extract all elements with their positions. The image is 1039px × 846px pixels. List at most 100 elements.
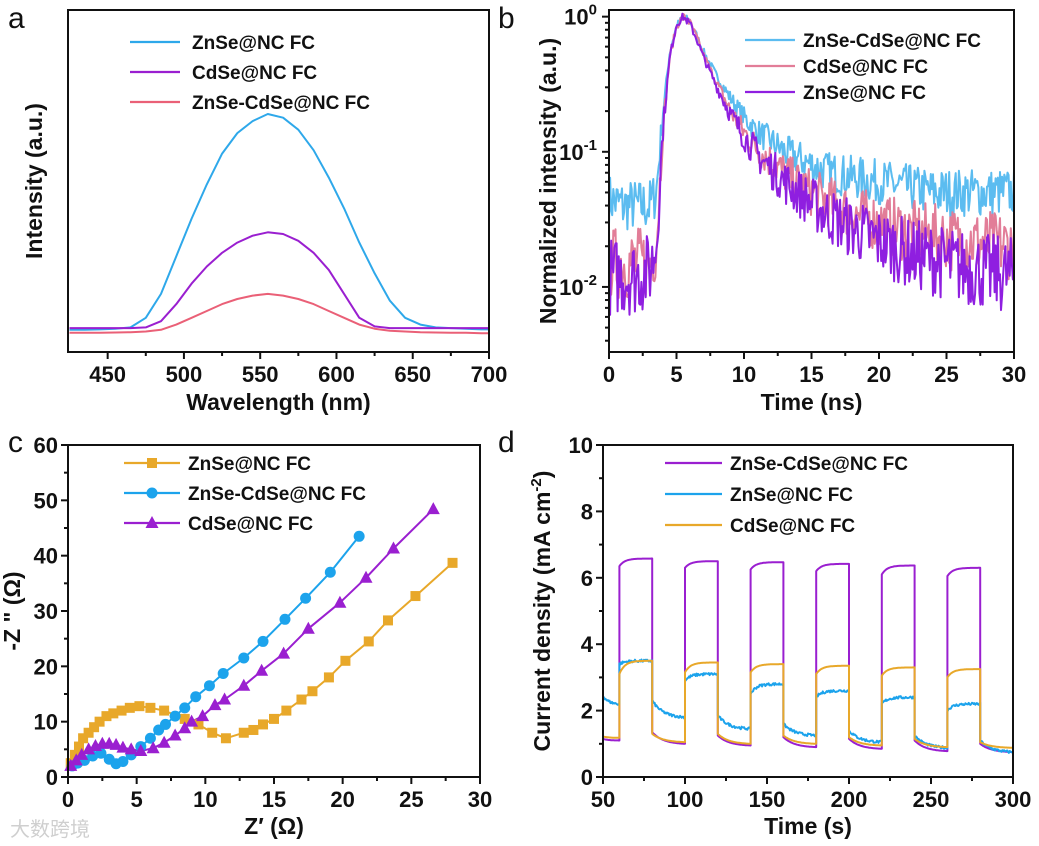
legend-label: ZnSe-CdSe@NC FC xyxy=(188,484,366,505)
triangle-marker xyxy=(109,737,123,750)
square-marker xyxy=(363,636,374,647)
square-marker xyxy=(296,694,307,705)
y-axis-label-part: Current density (mA cm xyxy=(529,492,555,752)
circle-marker xyxy=(144,732,156,744)
panel-letter: a xyxy=(8,2,25,35)
circle-marker xyxy=(300,592,312,604)
x-tick-label: 200 xyxy=(831,787,868,812)
x-tick-label: 25 xyxy=(399,787,423,812)
square-marker xyxy=(78,733,89,744)
square-marker xyxy=(179,713,190,724)
x-tick-label: 20 xyxy=(867,362,891,387)
panel-letter: c xyxy=(8,426,23,459)
triangle-marker xyxy=(145,516,159,528)
square-marker xyxy=(73,741,84,752)
triangle-marker xyxy=(116,740,130,753)
square-marker xyxy=(134,701,145,712)
x-tick-label: 5 xyxy=(131,787,143,812)
circle-marker xyxy=(190,691,202,703)
x-tick-label: 150 xyxy=(749,787,786,812)
panel-d: d 50 100 150 200 250 300 0 2 4 6 8 10 Time (s) Current… xyxy=(498,426,1031,839)
triangle-marker xyxy=(359,570,373,583)
legend-label: CdSe@NC FC xyxy=(188,514,313,535)
triangle-marker xyxy=(255,663,269,676)
triangle-marker xyxy=(196,709,210,722)
triangle-marker xyxy=(208,698,222,711)
square-marker xyxy=(340,655,351,666)
triangle-marker xyxy=(134,743,148,756)
square-marker xyxy=(124,702,135,713)
y-tick-label: 2 xyxy=(581,699,593,724)
y-axis-label: Intensity (a.u.) xyxy=(21,103,47,259)
triangle-marker xyxy=(82,742,96,755)
square-marker xyxy=(94,716,105,727)
square-marker xyxy=(248,724,259,735)
square-marker xyxy=(238,727,249,738)
x-tick-label: 15 xyxy=(262,787,286,812)
panel-letter: b xyxy=(498,2,515,35)
circle-marker xyxy=(169,710,181,722)
x-tick-label: 0 xyxy=(603,362,615,387)
series-line-1 xyxy=(603,658,1013,754)
square-marker xyxy=(410,591,421,602)
triangle-marker xyxy=(157,735,171,748)
square-marker xyxy=(193,719,204,730)
series-line-0 xyxy=(69,113,489,331)
legend-label: ZnSe@NC FC xyxy=(803,83,926,104)
square-marker xyxy=(323,672,334,683)
circle-marker xyxy=(117,756,129,768)
triangle-marker xyxy=(168,728,182,741)
axes-frame xyxy=(602,444,1014,778)
x-tick-label: 20 xyxy=(330,787,354,812)
y-tick-label: 0 xyxy=(46,765,58,790)
legend-label: CdSe@NC FC xyxy=(192,63,317,84)
triangle-marker xyxy=(124,742,138,755)
y-tick-label: 50 xyxy=(34,488,58,513)
triangle-marker xyxy=(75,747,89,760)
series-line-0 xyxy=(69,562,454,764)
legend-label: ZnSe-CdSe@NC FC xyxy=(803,31,981,52)
square-marker xyxy=(269,713,279,724)
y-axis-label: Current density (mA cm-2) xyxy=(528,471,555,752)
square-marker xyxy=(258,719,269,730)
y-tick-label: 8 xyxy=(581,499,593,524)
x-tick-label: 50 xyxy=(591,787,615,812)
triangle-marker xyxy=(301,621,315,634)
square-marker xyxy=(116,705,127,716)
y-tick-label: 10 xyxy=(34,710,58,735)
legend-label: CdSe@NC FC xyxy=(730,516,855,537)
x-tick-label: 450 xyxy=(89,362,126,387)
x-axis-label: Z′ (Ω) xyxy=(244,813,304,839)
x-tick-label: 0 xyxy=(62,787,74,812)
circle-marker xyxy=(257,635,269,647)
square-marker xyxy=(145,702,156,713)
y-tick-label: 6 xyxy=(581,566,593,591)
x-tick-label: 5 xyxy=(670,362,682,387)
x-tick-label: 700 xyxy=(471,362,508,387)
square-marker xyxy=(382,615,393,626)
series-line-2 xyxy=(69,292,489,335)
circle-marker xyxy=(179,702,191,714)
square-marker xyxy=(281,705,292,716)
triangle-marker xyxy=(185,714,199,727)
triangle-marker xyxy=(237,678,251,691)
series-group xyxy=(603,557,1013,754)
series-line-2 xyxy=(603,659,1013,749)
series-line-0 xyxy=(603,557,1013,754)
y-axis-label-part: -2 xyxy=(528,478,545,491)
triangle-marker xyxy=(277,646,291,659)
square-marker xyxy=(101,711,112,722)
y-tick-label: 40 xyxy=(34,544,58,569)
y-axis-label: -Z " (Ω) xyxy=(0,571,25,650)
axes-frame xyxy=(67,444,481,778)
x-tick-label: 15 xyxy=(799,362,823,387)
x-tick-label: 30 xyxy=(1002,362,1026,387)
x-tick-label: 650 xyxy=(394,362,431,387)
x-axis-label: Time (ns) xyxy=(761,389,863,415)
panel-letter: d xyxy=(498,426,515,459)
circle-marker xyxy=(238,652,250,664)
x-tick-label: 300 xyxy=(995,787,1032,812)
x-tick-label: 100 xyxy=(667,787,704,812)
series-line-2 xyxy=(609,12,1014,316)
panel-b: b 0 5 10 15 20 25 30 100 10-1 10-2 Time (ns) Normali… xyxy=(498,2,1026,415)
